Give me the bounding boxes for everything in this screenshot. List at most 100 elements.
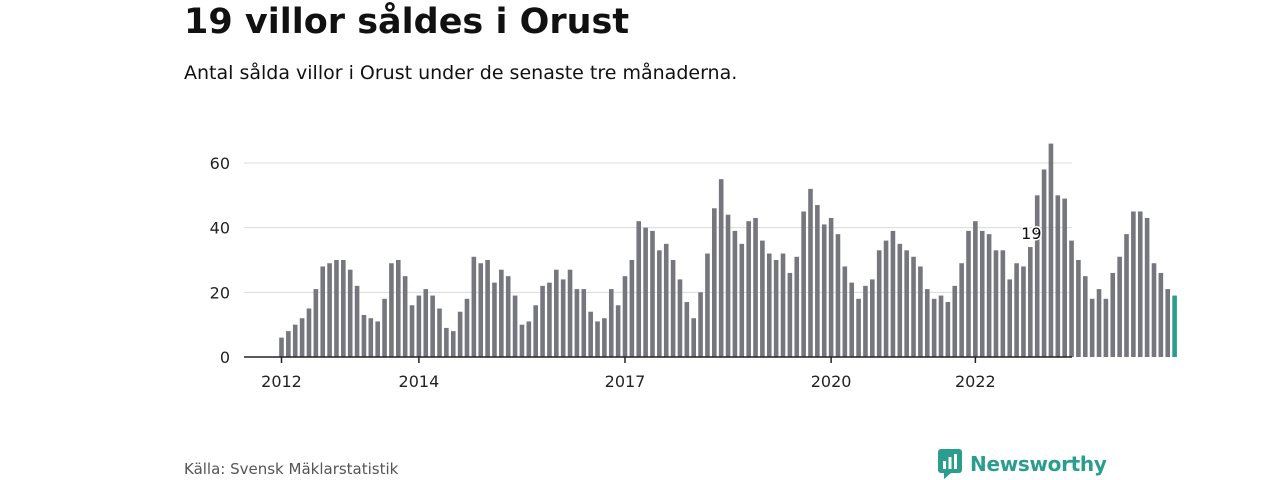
bar bbox=[1069, 240, 1074, 357]
bar bbox=[416, 295, 422, 357]
bar bbox=[1110, 272, 1116, 357]
bar bbox=[801, 211, 806, 357]
bar bbox=[533, 305, 538, 357]
y-tick-label: 60 bbox=[210, 154, 230, 173]
bar bbox=[643, 227, 648, 357]
bar bbox=[1034, 195, 1040, 357]
bar bbox=[471, 256, 477, 357]
bar bbox=[897, 243, 903, 357]
bar bbox=[464, 298, 470, 357]
bar bbox=[1021, 266, 1026, 357]
bar bbox=[760, 240, 765, 357]
bar bbox=[732, 230, 738, 357]
bar bbox=[382, 298, 387, 357]
brand-name: Newsworthy bbox=[970, 452, 1107, 476]
bar bbox=[395, 260, 401, 357]
bar bbox=[718, 179, 724, 357]
bar bbox=[904, 250, 909, 357]
bar bbox=[574, 289, 580, 357]
bar bbox=[691, 318, 696, 357]
source-note: Källa: Svensk Mäklarstatistik bbox=[184, 460, 399, 478]
y-tick-label: 40 bbox=[210, 219, 230, 238]
bar bbox=[1151, 263, 1157, 357]
bar bbox=[766, 253, 772, 357]
bar bbox=[292, 324, 298, 357]
x-tick-label: 2022 bbox=[955, 372, 996, 391]
bar bbox=[986, 234, 992, 357]
bar bbox=[835, 234, 841, 357]
axis-labels: 0 20 40 60 2012 2014 2017 2020 2022 19 bbox=[210, 154, 1043, 391]
y-tick-label: 0 bbox=[220, 348, 230, 367]
bar bbox=[918, 266, 923, 357]
bar bbox=[1117, 256, 1122, 357]
bar bbox=[746, 221, 751, 357]
bar bbox=[966, 230, 971, 357]
bar bbox=[849, 282, 855, 357]
bar bbox=[505, 276, 511, 357]
bar bbox=[519, 324, 525, 357]
brand-logo: Newsworthy bbox=[938, 449, 1107, 479]
bar bbox=[402, 276, 408, 357]
bar bbox=[327, 263, 332, 357]
bar bbox=[1158, 272, 1164, 357]
bar bbox=[876, 250, 882, 357]
bar bbox=[1124, 234, 1129, 357]
bar bbox=[677, 279, 683, 357]
y-tick-label: 20 bbox=[210, 283, 230, 302]
x-tick-label: 2020 bbox=[811, 372, 852, 391]
bar bbox=[753, 217, 758, 357]
bar bbox=[361, 314, 367, 357]
bar bbox=[842, 266, 848, 357]
bar bbox=[485, 260, 490, 357]
bar bbox=[450, 331, 456, 357]
bar bbox=[1096, 289, 1102, 357]
bar bbox=[712, 208, 717, 357]
bar bbox=[863, 285, 868, 357]
bar bbox=[1089, 298, 1095, 357]
bar bbox=[608, 289, 614, 357]
bar bbox=[444, 327, 449, 357]
bar bbox=[924, 289, 930, 357]
x-tick-label: 2017 bbox=[605, 372, 646, 391]
bar bbox=[1131, 211, 1136, 357]
bar bbox=[1165, 289, 1171, 357]
bar bbox=[1014, 263, 1019, 357]
bar bbox=[1082, 276, 1088, 357]
bar bbox=[299, 318, 305, 357]
bar bbox=[959, 263, 964, 357]
bar bbox=[979, 230, 985, 357]
bar bbox=[931, 298, 937, 357]
bar bbox=[499, 269, 504, 357]
bar bbox=[684, 302, 690, 357]
bar bbox=[375, 321, 380, 357]
bar bbox=[554, 269, 559, 357]
bar bbox=[540, 285, 545, 357]
bar bbox=[1028, 247, 1033, 357]
bar bbox=[780, 253, 786, 357]
bar bbox=[368, 318, 374, 357]
bar-highlight bbox=[1172, 295, 1177, 357]
bar bbox=[883, 240, 889, 357]
bar bbox=[945, 302, 951, 357]
bar bbox=[787, 272, 793, 357]
bar bbox=[629, 260, 635, 357]
bar bbox=[313, 289, 319, 357]
bar bbox=[347, 269, 353, 357]
bar bbox=[773, 260, 779, 357]
bar bbox=[815, 205, 820, 357]
bar bbox=[698, 292, 703, 357]
bar bbox=[808, 188, 813, 357]
bar bbox=[334, 260, 339, 357]
bar bbox=[636, 221, 642, 357]
bar bbox=[670, 260, 676, 357]
axes bbox=[244, 356, 1072, 363]
bar bbox=[1000, 250, 1006, 357]
bar bbox=[430, 295, 435, 357]
bar bbox=[657, 250, 662, 357]
bar bbox=[354, 285, 360, 357]
bar bbox=[739, 243, 745, 357]
bar bbox=[1062, 198, 1067, 357]
bar bbox=[492, 282, 497, 357]
bars bbox=[279, 143, 1177, 357]
